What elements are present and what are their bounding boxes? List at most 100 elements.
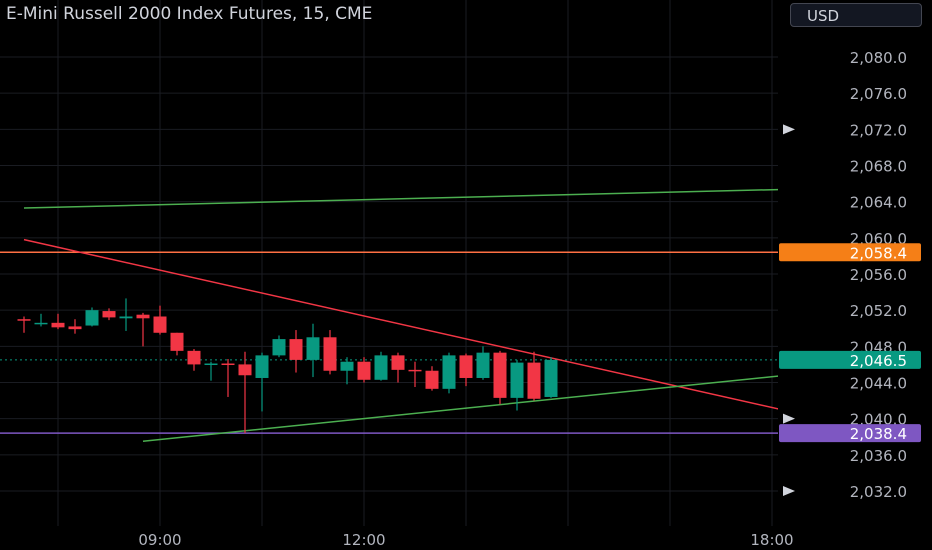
- candle-body: [255, 355, 269, 378]
- alert-marker-icon: [783, 486, 795, 496]
- candle-body: [306, 337, 320, 360]
- candle-body: [119, 316, 133, 319]
- price-label-background: [779, 424, 921, 443]
- candle-body: [544, 359, 558, 397]
- time-tick-label: 18:00: [750, 531, 793, 549]
- candle: [357, 357, 371, 383]
- candle: [34, 313, 48, 327]
- candle: [306, 323, 320, 378]
- candle-body: [187, 350, 201, 365]
- candle-body: [221, 363, 235, 366]
- horizontal-lines: [0, 251, 778, 434]
- candle-body: [323, 337, 337, 371]
- candle: [85, 307, 99, 327]
- candles: [17, 298, 558, 434]
- price-tick-label: 2,044.0: [850, 375, 907, 393]
- candle-body: [442, 355, 456, 389]
- price-tick-label: 2,072.0: [850, 121, 907, 139]
- time-tick-label: 12:00: [342, 531, 385, 549]
- candle-body: [34, 322, 48, 325]
- time-axis-background: [0, 526, 932, 550]
- candle: [391, 352, 405, 383]
- candle: [289, 330, 303, 373]
- candle-body: [425, 370, 439, 389]
- price-label-background: [779, 243, 921, 262]
- trend-line: [23, 238, 875, 432]
- price-tick-label: 2,056.0: [850, 266, 907, 284]
- price-label: 2,058.4: [779, 243, 921, 262]
- price-label: 2,046.5: [779, 350, 921, 370]
- price-tick-label: 2,068.0: [850, 158, 907, 176]
- candle: [204, 361, 218, 381]
- candle-body: [272, 339, 286, 356]
- candle: [442, 352, 456, 394]
- candle: [238, 351, 252, 434]
- time-tick-label: 09:00: [138, 531, 181, 549]
- candle-body: [374, 355, 388, 380]
- candle: [102, 308, 116, 321]
- candle-body: [527, 362, 541, 399]
- price-tick-label: 2,032.0: [850, 483, 907, 501]
- candle: [340, 357, 354, 385]
- candle: [68, 319, 82, 334]
- candle: [255, 352, 269, 412]
- price-label-text: 2,058.4: [850, 244, 907, 262]
- candle-body: [204, 363, 218, 366]
- price-label-text: 2,046.5: [850, 352, 907, 370]
- price-tick-label: 2,076.0: [850, 85, 907, 103]
- candle-body: [136, 314, 150, 319]
- candle: [221, 358, 235, 397]
- candle: [476, 346, 490, 380]
- price-label: 2,038.4: [779, 424, 921, 443]
- trend-lines: [23, 186, 875, 443]
- candle-body: [476, 352, 490, 378]
- chart-title: E-Mini Russell 2000 Index Futures, 15, C…: [6, 4, 373, 24]
- alert-marker-icon: [783, 413, 795, 424]
- candle-body: [85, 310, 99, 326]
- candle-body: [17, 319, 31, 321]
- price-tick-label: 2,080.0: [850, 49, 907, 67]
- candle-body: [68, 326, 82, 330]
- time-axis: 09:00 12:00 18:00: [0, 526, 932, 550]
- candle: [544, 357, 558, 398]
- candle: [17, 316, 31, 333]
- candle-body: [357, 361, 371, 380]
- price-tick-label: 2,052.0: [850, 302, 907, 320]
- candle: [493, 350, 507, 405]
- candle-body: [170, 332, 184, 351]
- candle-body: [340, 361, 354, 371]
- candle-body: [51, 322, 65, 328]
- candle-body: [153, 316, 167, 333]
- candle: [187, 349, 201, 371]
- candle-body: [102, 311, 116, 318]
- alert-marker-icon: [783, 124, 795, 135]
- candle: [425, 366, 439, 391]
- price-label-background: [779, 350, 921, 369]
- candle-body: [391, 355, 405, 370]
- candle: [51, 313, 65, 330]
- candle: [170, 332, 184, 356]
- candle: [153, 305, 167, 335]
- candle-body: [493, 352, 507, 398]
- candle: [323, 330, 337, 375]
- candle: [136, 312, 150, 347]
- candle-body: [408, 369, 422, 372]
- candle: [272, 335, 286, 358]
- candle-body: [459, 355, 473, 378]
- price-tick-label: 2,064.0: [850, 194, 907, 212]
- trend-line: [142, 365, 875, 443]
- price-axis: 2,080.02,076.02,072.02,068.02,064.02,060…: [778, 0, 932, 550]
- candle-body: [510, 362, 524, 398]
- candle: [408, 361, 422, 388]
- candle: [119, 298, 133, 331]
- candle: [510, 359, 524, 411]
- price-axis-background: [778, 0, 932, 550]
- candle: [527, 351, 541, 401]
- currency-button[interactable]: USD: [790, 3, 922, 27]
- candle-body: [238, 364, 252, 376]
- price-labels: 2,058.4 2,046.5 2,038.4: [779, 243, 921, 443]
- candle: [459, 353, 473, 387]
- price-tick-label: 2,036.0: [850, 447, 907, 465]
- trend-line: [23, 186, 875, 209]
